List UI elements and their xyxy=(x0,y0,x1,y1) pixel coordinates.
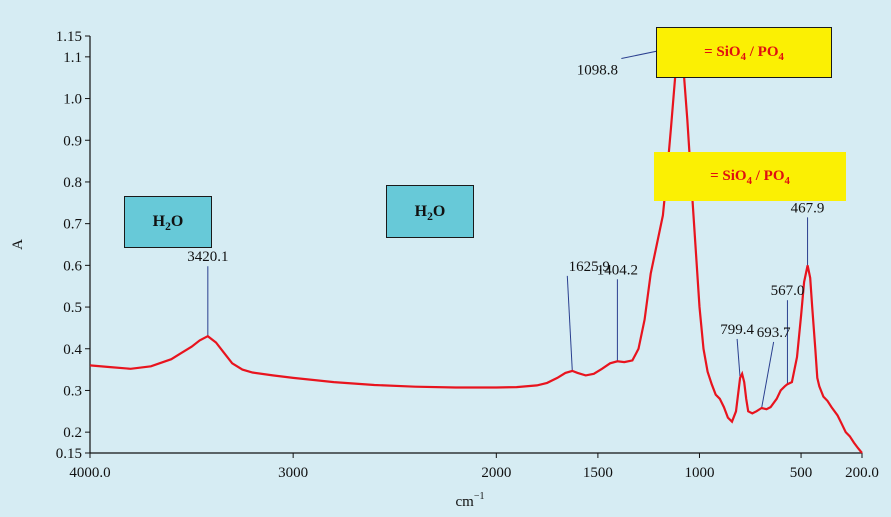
x-tick-label: 1000 xyxy=(684,465,714,481)
y-tick-label: 1.0 xyxy=(63,92,82,108)
peak-label: 1625.9 xyxy=(569,259,610,275)
x-axis-label-unit: cm xyxy=(456,494,475,510)
peak-label: 3420.1 xyxy=(187,249,228,265)
x-axis-label: cm−1 xyxy=(456,491,485,510)
x-tick-label: 2000 xyxy=(481,465,511,481)
tick-labels: 0.15 0.2 0.3 0.4 0.5 0.6 0.7 0.8 0.9 1.0 1.1 1.15 40… xyxy=(56,29,879,481)
h2o-annotation-box-1: H2O xyxy=(124,196,212,248)
peak-label: 467.9 xyxy=(791,200,825,216)
peak-leader-line xyxy=(761,341,775,409)
x-tick-label: 500 xyxy=(790,465,813,481)
peak-leader-line xyxy=(736,338,741,378)
y-tick-label: 0.3 xyxy=(63,383,82,399)
absorbance-series-line xyxy=(89,48,863,454)
peak-label: 693.7 xyxy=(757,325,791,341)
h2o-annotation-text-2: H2O xyxy=(414,202,446,223)
sio4-po4-annotation-box-2: = SiO4 / PO4 xyxy=(654,152,846,201)
peak-label: 567.0 xyxy=(771,283,805,299)
sio4-po4-annotation-text-1: = SiO4 / PO4 xyxy=(704,44,784,63)
peak-label: 799.4 xyxy=(720,322,754,338)
x-tick-label: 3000 xyxy=(278,465,308,481)
axes xyxy=(85,35,863,458)
x-tick-label: 200.0 xyxy=(845,465,879,481)
peak-label: 1098.8 xyxy=(577,63,618,79)
y-tick-label: 0.7 xyxy=(63,217,82,233)
y-tick-label: 0.4 xyxy=(63,342,82,358)
y-tick-label: 0.15 xyxy=(56,446,82,462)
y-tick-label: 1.15 xyxy=(56,29,82,45)
x-tick-label: 1500 xyxy=(583,465,613,481)
y-tick-label: 0.6 xyxy=(63,258,82,274)
peak-label: 1404.2 xyxy=(597,262,638,278)
peak-leader-line xyxy=(566,275,573,371)
h2o-annotation-box-2: H2O xyxy=(386,185,474,238)
peak-leader-lines xyxy=(207,46,809,409)
sio4-po4-annotation-box-1: = SiO4 / PO4 xyxy=(656,27,832,78)
y-tick-label: 0.5 xyxy=(63,300,82,316)
sio4-po4-annotation-text-2: = SiO4 / PO4 xyxy=(710,168,790,187)
y-tick-label: 0.9 xyxy=(63,133,82,149)
y-tick-label: 0.2 xyxy=(63,425,82,441)
y-axis-label: A xyxy=(10,239,26,250)
y-tick-label: 0.8 xyxy=(63,175,82,191)
x-tick-label: 4000.0 xyxy=(69,465,110,481)
h2o-annotation-text-1: H2O xyxy=(152,213,184,234)
y-tick-label: 1.1 xyxy=(63,50,82,66)
x-axis-label-superscript: −1 xyxy=(474,491,485,502)
